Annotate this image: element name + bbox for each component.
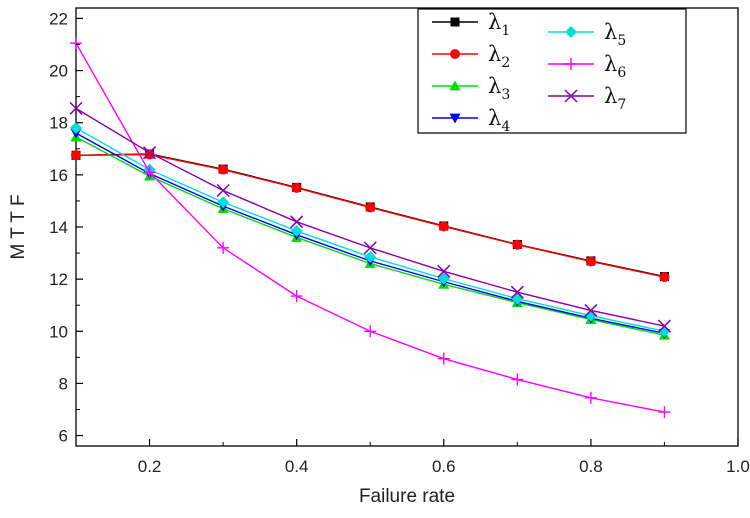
series-lambda6 (70, 37, 671, 419)
legend-subscript: 6 (617, 65, 626, 81)
legend-marker (565, 26, 577, 38)
x-tick-label: 0.6 (432, 457, 456, 476)
y-tick-label: 6 (59, 427, 68, 446)
data-point (144, 149, 155, 160)
data-point (291, 182, 302, 193)
data-point (143, 166, 156, 179)
legend-marker (450, 49, 460, 59)
x-axis-title: Failure rate (359, 486, 455, 507)
legend-marker (564, 89, 578, 103)
data-point (438, 221, 449, 232)
y-tick-label: 8 (59, 374, 68, 393)
series-lambda5 (70, 121, 671, 338)
data-point (290, 290, 303, 303)
y-tick-label: 10 (49, 322, 68, 341)
series-lambda2 (71, 149, 670, 283)
series-line (75, 127, 665, 332)
x-tick-label: 0.4 (285, 457, 309, 476)
series-line (75, 107, 665, 327)
data-point (511, 373, 524, 386)
legend-subscript: 4 (501, 119, 510, 135)
data-point (69, 101, 83, 115)
series-lambda7 (69, 101, 671, 333)
data-point (364, 325, 377, 338)
series-line (75, 132, 665, 335)
data-point (70, 121, 82, 134)
data-point (657, 319, 671, 333)
legend-subscript: 3 (501, 87, 510, 103)
data-point (658, 406, 671, 419)
legend-marker (449, 113, 461, 124)
y-axis-title: M T T F (8, 194, 29, 259)
legend-subscript: 1 (501, 23, 510, 39)
y-tick-label: 12 (49, 270, 68, 289)
data-point (584, 391, 597, 404)
data-point (659, 272, 670, 283)
data-point (364, 250, 377, 263)
data-point (363, 241, 377, 255)
data-point (510, 285, 524, 299)
data-point (437, 272, 450, 285)
data-point (437, 352, 450, 365)
legend-subscript: 2 (501, 55, 510, 71)
legend-subscript: 7 (617, 97, 626, 113)
data-point (290, 215, 304, 229)
data-point (437, 264, 451, 278)
data-point (365, 202, 376, 213)
data-point (218, 164, 229, 175)
data-point (71, 150, 81, 161)
legend-marker (565, 58, 577, 70)
legend-box (417, 8, 687, 134)
series-line (75, 136, 665, 336)
series-layer (69, 37, 671, 419)
y-tick-label: 16 (49, 166, 68, 185)
y-tick-label: 20 (49, 62, 68, 81)
data-point (217, 241, 230, 254)
y-tick-label: 14 (49, 218, 68, 237)
legend-marker (449, 80, 461, 91)
data-point (290, 224, 303, 237)
y-tick-label: 18 (49, 114, 68, 133)
data-point (216, 183, 230, 198)
data-point (585, 256, 596, 267)
x-tick-label: 1.0 (726, 457, 750, 476)
legend-subscript: 5 (617, 33, 626, 49)
x-tick-label: 0.8 (579, 457, 603, 476)
data-point (143, 146, 157, 160)
data-point (584, 303, 598, 317)
legend-marker (450, 17, 460, 27)
y-tick-label: 22 (49, 9, 68, 28)
data-point (512, 239, 523, 250)
data-point (217, 196, 230, 209)
data-point (70, 37, 82, 50)
x-tick-label: 0.2 (138, 457, 162, 476)
